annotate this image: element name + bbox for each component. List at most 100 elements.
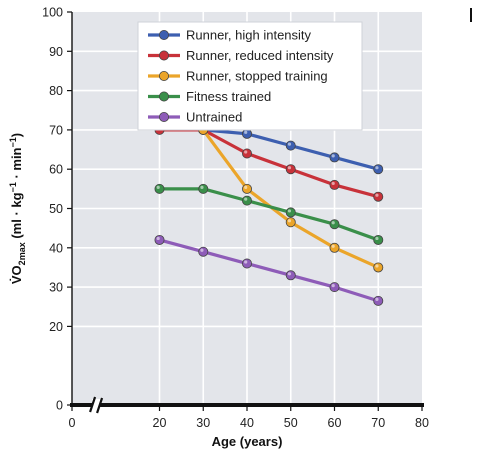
data-point-marker: [285, 164, 296, 175]
data-point: [198, 183, 209, 194]
legend-item: Runner, reduced intensity: [148, 48, 334, 63]
data-point-marker: [241, 128, 252, 139]
legend-label: Runner, stopped training: [186, 69, 328, 84]
y-tick-label: 70: [49, 123, 63, 137]
data-point-marker: [198, 246, 209, 257]
data-point-marker: [373, 164, 384, 175]
legend-item: Runner, high intensity: [148, 28, 312, 43]
series-points: [154, 124, 384, 306]
legend-label: Untrained: [186, 110, 242, 125]
x-tick-label: 80: [415, 416, 429, 430]
data-point-highlight: [244, 260, 248, 264]
data-point-marker: [373, 262, 384, 273]
data-point-marker: [285, 217, 296, 228]
x-tick-labels: 0 20 30 40 50 60 70 80: [69, 416, 429, 430]
data-point: [373, 295, 384, 306]
data-point-highlight: [375, 236, 379, 241]
data-point: [285, 140, 296, 151]
data-point: [198, 246, 209, 257]
data-point: [285, 217, 296, 228]
data-point: [373, 164, 384, 175]
data-point-highlight: [331, 181, 335, 186]
y-axis-title-exp2: −1: [8, 137, 18, 147]
data-point-marker: [373, 191, 384, 202]
x-axis-title: Age (years): [212, 434, 283, 449]
data-point: [329, 242, 340, 253]
data-point-highlight: [287, 272, 292, 276]
y-tick-label: 50: [49, 202, 63, 216]
x-tick-label: 60: [328, 416, 342, 430]
y-tick-label: 90: [49, 45, 63, 59]
y-axis-title-units: (ml · kg: [9, 192, 24, 242]
data-point: [285, 164, 296, 175]
data-point-highlight: [287, 142, 292, 146]
data-point-highlight: [287, 166, 292, 170]
data-point-highlight: [156, 236, 160, 241]
x-tick-label: 20: [153, 416, 167, 430]
data-point-marker: [329, 179, 340, 190]
data-point: [241, 183, 252, 194]
y-tick-label: 40: [49, 241, 63, 255]
y-axis-title-sub: 2max: [17, 242, 27, 265]
data-point-highlight: [244, 197, 248, 201]
legend-swatch-marker: [158, 29, 169, 40]
y-tick-label: 20: [49, 320, 63, 334]
data-point-marker: [241, 195, 252, 206]
legend-label: Runner, reduced intensity: [186, 48, 334, 63]
legend-item: Fitness trained: [148, 89, 271, 104]
y-tick-label: 0: [56, 399, 63, 413]
data-point: [154, 234, 165, 245]
legend-swatch-marker: [158, 71, 169, 82]
data-point: [241, 128, 252, 139]
data-point-highlight: [244, 130, 248, 134]
axis-break-icon: [89, 396, 104, 414]
data-point: [241, 195, 252, 206]
data-point-marker: [241, 258, 252, 269]
data-point-marker: [373, 234, 384, 245]
x-tick-label: 0: [69, 416, 76, 430]
corner-mark: [470, 8, 472, 22]
x-tick-label: 30: [196, 416, 210, 430]
data-point-highlight: [331, 221, 335, 225]
data-point-highlight: [244, 150, 248, 154]
data-point: [241, 258, 252, 269]
legend-item: Runner, stopped training: [148, 69, 328, 84]
data-point-highlight: [375, 297, 379, 301]
data-point-highlight: [156, 185, 160, 189]
data-point-highlight: [200, 248, 204, 252]
axis-break-gap: [92, 399, 101, 411]
data-point-marker: [198, 183, 209, 194]
data-point-highlight: [331, 154, 335, 158]
y-tick-labels: 0 20 30 40 50 60 70 80 90 100: [42, 6, 63, 413]
data-point-highlight: [287, 219, 292, 223]
y-axis-title-close: ): [9, 133, 24, 137]
series-line-3: [159, 187, 379, 242]
data-point-marker: [154, 234, 165, 245]
data-point-marker: [329, 282, 340, 293]
legend-label: Fitness trained: [186, 89, 271, 104]
series-line-4: [159, 238, 379, 303]
data-point: [373, 191, 384, 202]
data-point-highlight: [244, 185, 248, 189]
data-point-highlight: [200, 185, 204, 189]
data-point: [373, 234, 384, 245]
y-tick-label: 30: [49, 281, 63, 295]
data-point-marker: [373, 295, 384, 306]
data-point: [154, 183, 165, 194]
x-tick-label: 70: [371, 416, 385, 430]
y-tick-label: 60: [49, 163, 63, 177]
y-axis-title-main: V̇O: [9, 265, 24, 284]
data-point-highlight: [331, 284, 335, 288]
data-point-highlight: [287, 209, 292, 213]
y-axis-title: V̇O2max (ml · kg−1 · min−1): [8, 133, 27, 284]
data-point-marker: [285, 207, 296, 218]
data-point-marker: [329, 152, 340, 163]
data-point-marker: [241, 183, 252, 194]
data-point: [285, 270, 296, 281]
legend-swatch-marker: [158, 112, 169, 123]
data-point-marker: [329, 242, 340, 253]
y-axis-title-mid: · min: [9, 147, 24, 182]
legend-swatch-marker: [158, 50, 169, 61]
